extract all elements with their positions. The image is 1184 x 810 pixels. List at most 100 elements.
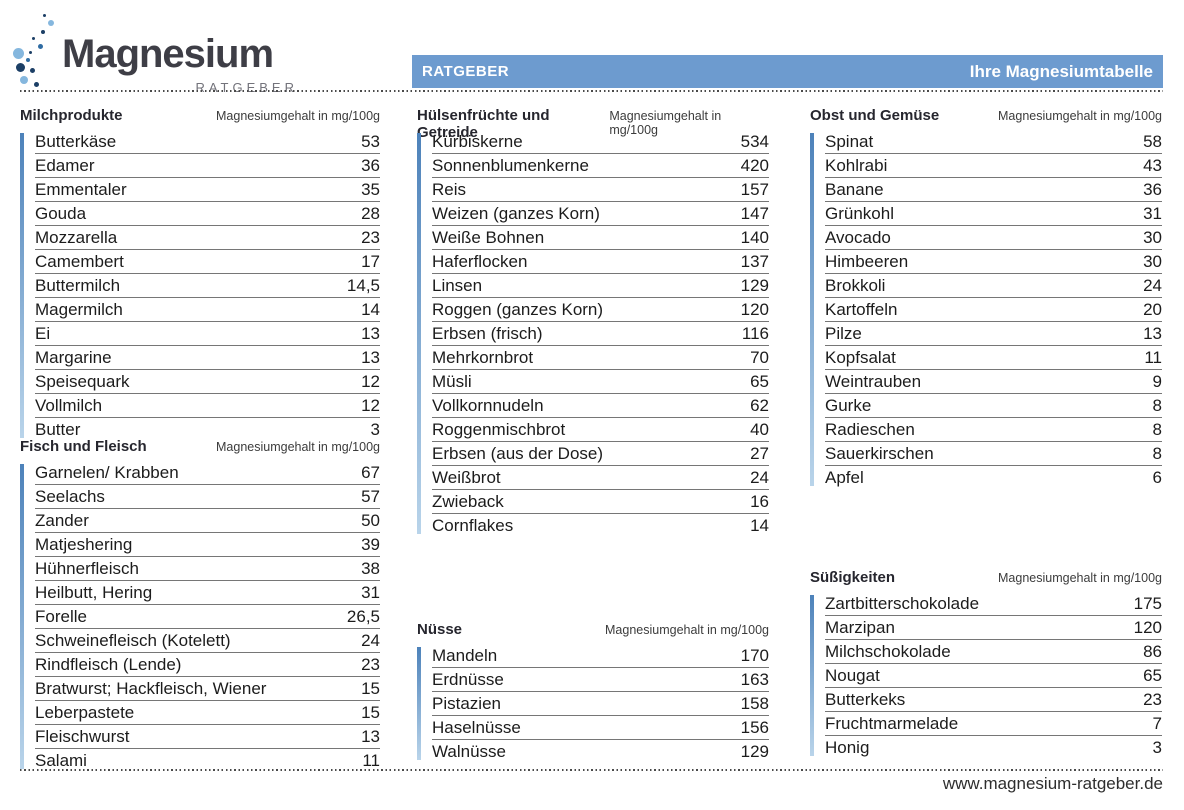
food-name: Bratwurst; Hackfleisch, Wiener: [35, 679, 267, 698]
food-name: Pistazien: [432, 694, 501, 713]
food-name: Buttermilch: [35, 276, 121, 295]
food-name: Kohlrabi: [825, 156, 888, 175]
food-value: 53: [361, 132, 380, 151]
food-value: 163: [740, 670, 769, 689]
food-value: 31: [361, 583, 380, 602]
table-row: Emmentaler 35: [35, 178, 380, 202]
table-row: Kürbiskerne 534: [432, 130, 769, 154]
food-value: 30: [1143, 252, 1162, 271]
table-row: Butterkeks 23: [825, 688, 1162, 712]
food-value: 70: [750, 348, 769, 367]
food-value: 23: [1143, 690, 1162, 709]
food-value: 13: [361, 348, 380, 367]
food-name: Speisequark: [35, 372, 130, 391]
table-row: Butter 3: [35, 418, 380, 441]
food-value: 31: [1143, 204, 1162, 223]
food-value: 170: [740, 646, 769, 665]
food-value: 158: [740, 694, 769, 713]
section-title: Hülsenfrüchte und Getreide: [417, 107, 550, 141]
food-name: Mozzarella: [35, 228, 118, 247]
section-title: Nüsse: [417, 621, 463, 638]
food-name: Reis: [432, 180, 467, 199]
table-row: Erbsen (aus der Dose) 27: [432, 442, 769, 466]
table-row: Kartoffeln 20: [825, 298, 1162, 322]
food-value: 7: [1152, 714, 1162, 733]
food-table: Mandeln 170 Erdnüsse 163 Pistazien 158 Haselnü…: [417, 644, 769, 763]
food-value: 67: [361, 463, 380, 482]
table-row: Linsen 129: [432, 274, 769, 298]
table-row: Sonnenblumenkerne 420: [432, 154, 769, 178]
table-row: Vollkornnudeln 62: [432, 394, 769, 418]
section-header: Milchprodukte Magnesiumgehalt in mg/100g: [20, 107, 380, 124]
table-row: Spinat 58: [825, 130, 1162, 154]
food-value: 23: [361, 655, 380, 674]
food-value: 39: [361, 535, 380, 554]
food-name: Gouda: [35, 204, 87, 223]
food-name: Walnüsse: [432, 742, 507, 761]
table-row: Weintrauben 9: [825, 370, 1162, 394]
table-row: Zander 50: [35, 509, 380, 533]
food-value: 65: [750, 372, 769, 391]
food-name: Magermilch: [35, 300, 123, 319]
food-name: Margarine: [35, 348, 112, 367]
food-value: 24: [361, 631, 380, 650]
food-value: 40: [750, 420, 769, 439]
food-value: 9: [1152, 372, 1162, 391]
food-value: 30: [1143, 228, 1162, 247]
food-value: 17: [361, 252, 380, 271]
food-name: Weiße Bohnen: [432, 228, 545, 247]
table-row: Fruchtmarmelade 7: [825, 712, 1162, 736]
table-row: Pistazien 158: [432, 692, 769, 716]
table-row: Walnüsse 129: [432, 740, 769, 763]
table-row: Erdnüsse 163: [432, 668, 769, 692]
food-name: Himbeeren: [825, 252, 909, 271]
food-value: 157: [740, 180, 769, 199]
food-name: Milchschokolade: [825, 642, 951, 661]
food-name: Vollmilch: [35, 396, 103, 415]
food-value: 14: [361, 300, 380, 319]
food-name: Fruchtmarmelade: [825, 714, 959, 733]
bottom-divider: [20, 769, 1163, 771]
food-value: 3: [1152, 738, 1162, 757]
food-name: Roggen (ganzes Korn): [432, 300, 604, 319]
table-row: Zartbitterschokolade 175: [825, 592, 1162, 616]
food-value: 62: [750, 396, 769, 415]
table-row: Nougat 65: [825, 664, 1162, 688]
food-value: 116: [741, 324, 769, 343]
section-header: Obst und Gemüse Magnesiumgehalt in mg/10…: [810, 107, 1162, 124]
food-name: Mandeln: [432, 646, 498, 665]
table-row: Honig 3: [825, 736, 1162, 759]
unit-label: Magnesiumgehalt in mg/100g: [216, 109, 380, 123]
section-header: Süßigkeiten Magnesiumgehalt in mg/100g: [810, 569, 1162, 586]
food-name: Kartoffeln: [825, 300, 898, 319]
table-row: Schweinefleisch (Kotelett) 24: [35, 629, 380, 653]
food-value: 129: [740, 276, 769, 295]
food-name: Haferflocken: [432, 252, 528, 271]
food-name: Kopfsalat: [825, 348, 896, 367]
logo-title: Magnesium: [62, 32, 274, 76]
food-name: Camembert: [35, 252, 124, 271]
food-name: Weißbrot: [432, 468, 501, 487]
food-name: Zartbitterschokolade: [825, 594, 980, 613]
food-name: Erbsen (frisch): [432, 324, 543, 343]
food-name: Heilbutt, Hering: [35, 583, 153, 602]
food-value: 24: [1143, 276, 1162, 295]
table-row: Vollmilch 12: [35, 394, 380, 418]
table-row: Margarine 13: [35, 346, 380, 370]
section-title: Obst und Gemüse: [810, 107, 940, 124]
section-milchprodukte: Milchprodukte Magnesiumgehalt in mg/100g…: [20, 107, 380, 441]
table-row: Forelle 26,5: [35, 605, 380, 629]
food-value: 12: [361, 372, 380, 391]
table-row: Sauerkirschen 8: [825, 442, 1162, 466]
food-value: 13: [361, 727, 380, 746]
food-value: 24: [750, 468, 769, 487]
table-row: Mandeln 170: [432, 644, 769, 668]
food-value: 534: [740, 132, 769, 151]
title-bar-left-label: RATGEBER: [422, 63, 510, 80]
table-row: Marzipan 120: [825, 616, 1162, 640]
table-row: Avocado 30: [825, 226, 1162, 250]
food-name: Butter: [35, 420, 81, 439]
food-value: 14: [750, 516, 769, 535]
food-name: Matjeshering: [35, 535, 133, 554]
food-name: Edamer: [35, 156, 95, 175]
